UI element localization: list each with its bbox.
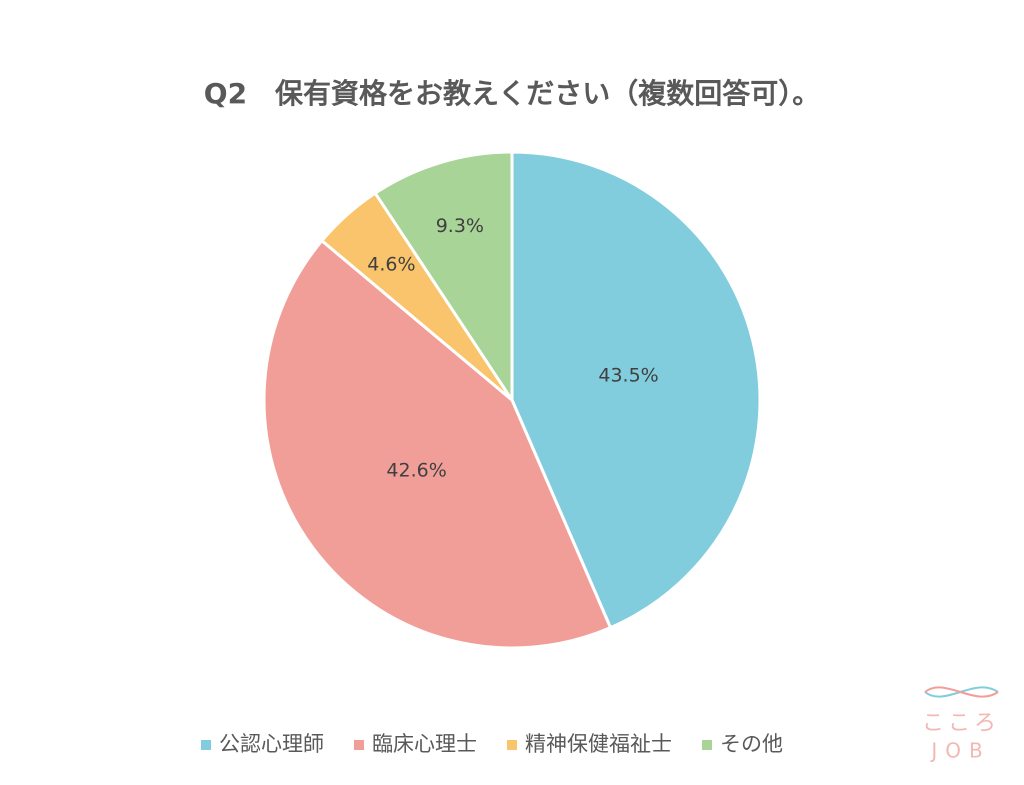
legend-label: 公認心理師 — [219, 732, 324, 756]
legend: 公認心理師 臨床心理士 精神保健福祉士 その他 — [201, 732, 783, 756]
legend-marker — [201, 740, 211, 750]
pie-slice — [510, 150, 762, 630]
legend-marker — [354, 740, 364, 750]
data-label: 9.3% — [436, 215, 484, 237]
logo-text: こころ — [922, 711, 1000, 736]
logo-text: JOB — [929, 739, 990, 763]
chart-title: Q2 保有資格をお教えください（複数回答可）。 — [204, 77, 820, 110]
data-label: 4.6% — [367, 253, 415, 275]
pie-slice — [373, 150, 514, 405]
legend-marker — [507, 740, 517, 750]
logo: こころ JOB — [922, 686, 1000, 763]
data-label: 42.6% — [386, 460, 446, 482]
legend-label: その他 — [720, 732, 783, 756]
legend-label: 臨床心理士 — [372, 732, 477, 756]
logo-wave — [924, 686, 999, 698]
legend-marker — [702, 740, 712, 750]
data-label: 43.5% — [598, 364, 658, 386]
legend-label: 精神保健福祉士 — [525, 732, 672, 756]
pie-slice — [262, 238, 613, 650]
